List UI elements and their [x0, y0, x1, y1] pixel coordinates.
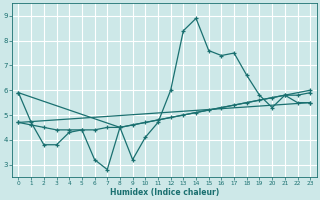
X-axis label: Humidex (Indice chaleur): Humidex (Indice chaleur): [110, 188, 219, 197]
